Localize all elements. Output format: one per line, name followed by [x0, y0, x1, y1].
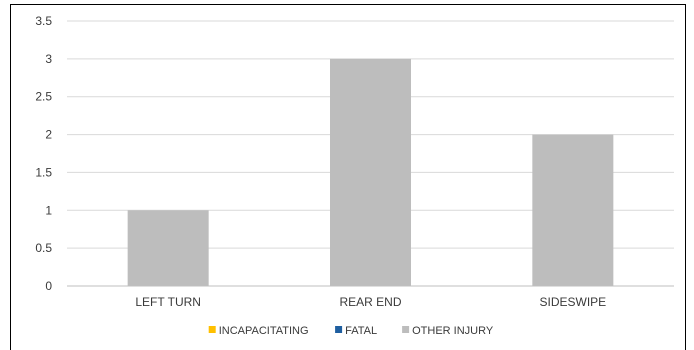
- bar-other-injury-1: [330, 58, 411, 286]
- bar-other-injury-0: [127, 210, 209, 286]
- legend-swatch: [402, 326, 410, 333]
- legend-label: INCAPACITATING: [219, 325, 309, 337]
- bar-other-injury-2: [532, 134, 614, 286]
- legend-label: FATAL: [345, 325, 377, 337]
- legend: INCAPACITATING FATAL OTHER INJURY: [208, 325, 494, 337]
- legend-label: OTHER INJURY: [412, 325, 494, 337]
- chart-frame: [10, 4, 686, 350]
- y-tick-label: 3.5: [35, 14, 52, 28]
- legend-item-fatal: FATAL: [335, 325, 377, 337]
- x-tick-label: LEFT TURN: [135, 295, 201, 309]
- y-tick-label: 2.5: [35, 90, 52, 104]
- y-tick-label: 3: [45, 52, 52, 66]
- legend-swatch: [208, 326, 216, 333]
- y-tick-label: 1: [45, 203, 52, 217]
- legend-item-incapacitating: INCAPACITATING: [208, 325, 309, 337]
- bars: [127, 58, 614, 286]
- y-tick-label: 0: [45, 279, 52, 293]
- y-tick-label: 1.5: [35, 165, 52, 179]
- legend-swatch: [335, 326, 343, 333]
- y-axis-ticks: 0 0.5 1 1.5 2 2.5 3 3.5: [35, 14, 52, 293]
- x-tick-label: REAR END: [339, 295, 401, 309]
- x-tick-label: SIDESWIPE: [539, 295, 606, 309]
- y-tick-label: 0.5: [35, 241, 52, 255]
- x-axis-ticks: LEFT TURN REAR END SIDESWIPE: [135, 295, 606, 309]
- y-tick-label: 2: [45, 128, 52, 142]
- legend-item-other-injury: OTHER INJURY: [402, 325, 494, 337]
